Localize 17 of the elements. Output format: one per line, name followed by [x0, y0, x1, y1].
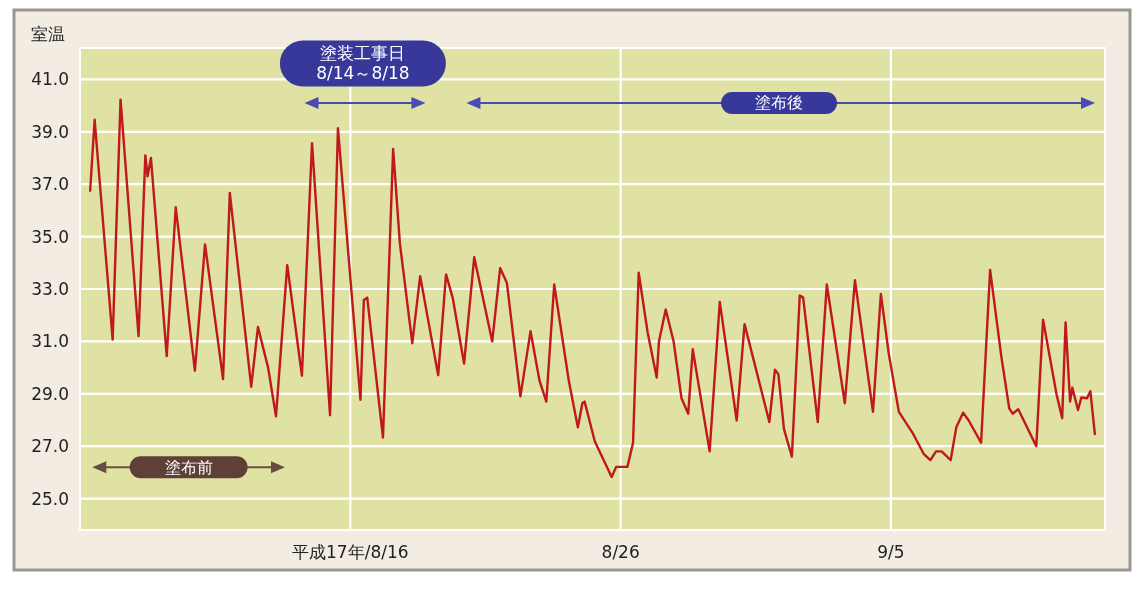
x-tick-label: 平成17年/8/16: [292, 542, 409, 562]
annotation: 塗布前: [164, 457, 213, 477]
annotation: 8/14～8/18: [316, 63, 410, 84]
y-tick-label: 33.0: [31, 279, 69, 299]
y-tick-label: 39.0: [31, 121, 69, 142]
annotation: 塗布後: [755, 93, 804, 113]
y-tick-label: 25.0: [31, 488, 69, 509]
x-tick-label: 8/26: [601, 542, 640, 562]
annotation: 塗装工事日: [320, 43, 406, 64]
y-tick-label: 35.0: [31, 226, 69, 247]
y-tick-label: 29.0: [31, 383, 69, 404]
y-tick-label: 37.0: [31, 174, 69, 195]
x-tick-label: 9/5: [877, 542, 905, 562]
y-tick-label: 31.0: [31, 331, 69, 352]
y-tick-label: 27.0: [31, 436, 69, 457]
y-axis-title: 室温: [31, 24, 65, 44]
y-tick-label: 41.0: [31, 69, 69, 90]
